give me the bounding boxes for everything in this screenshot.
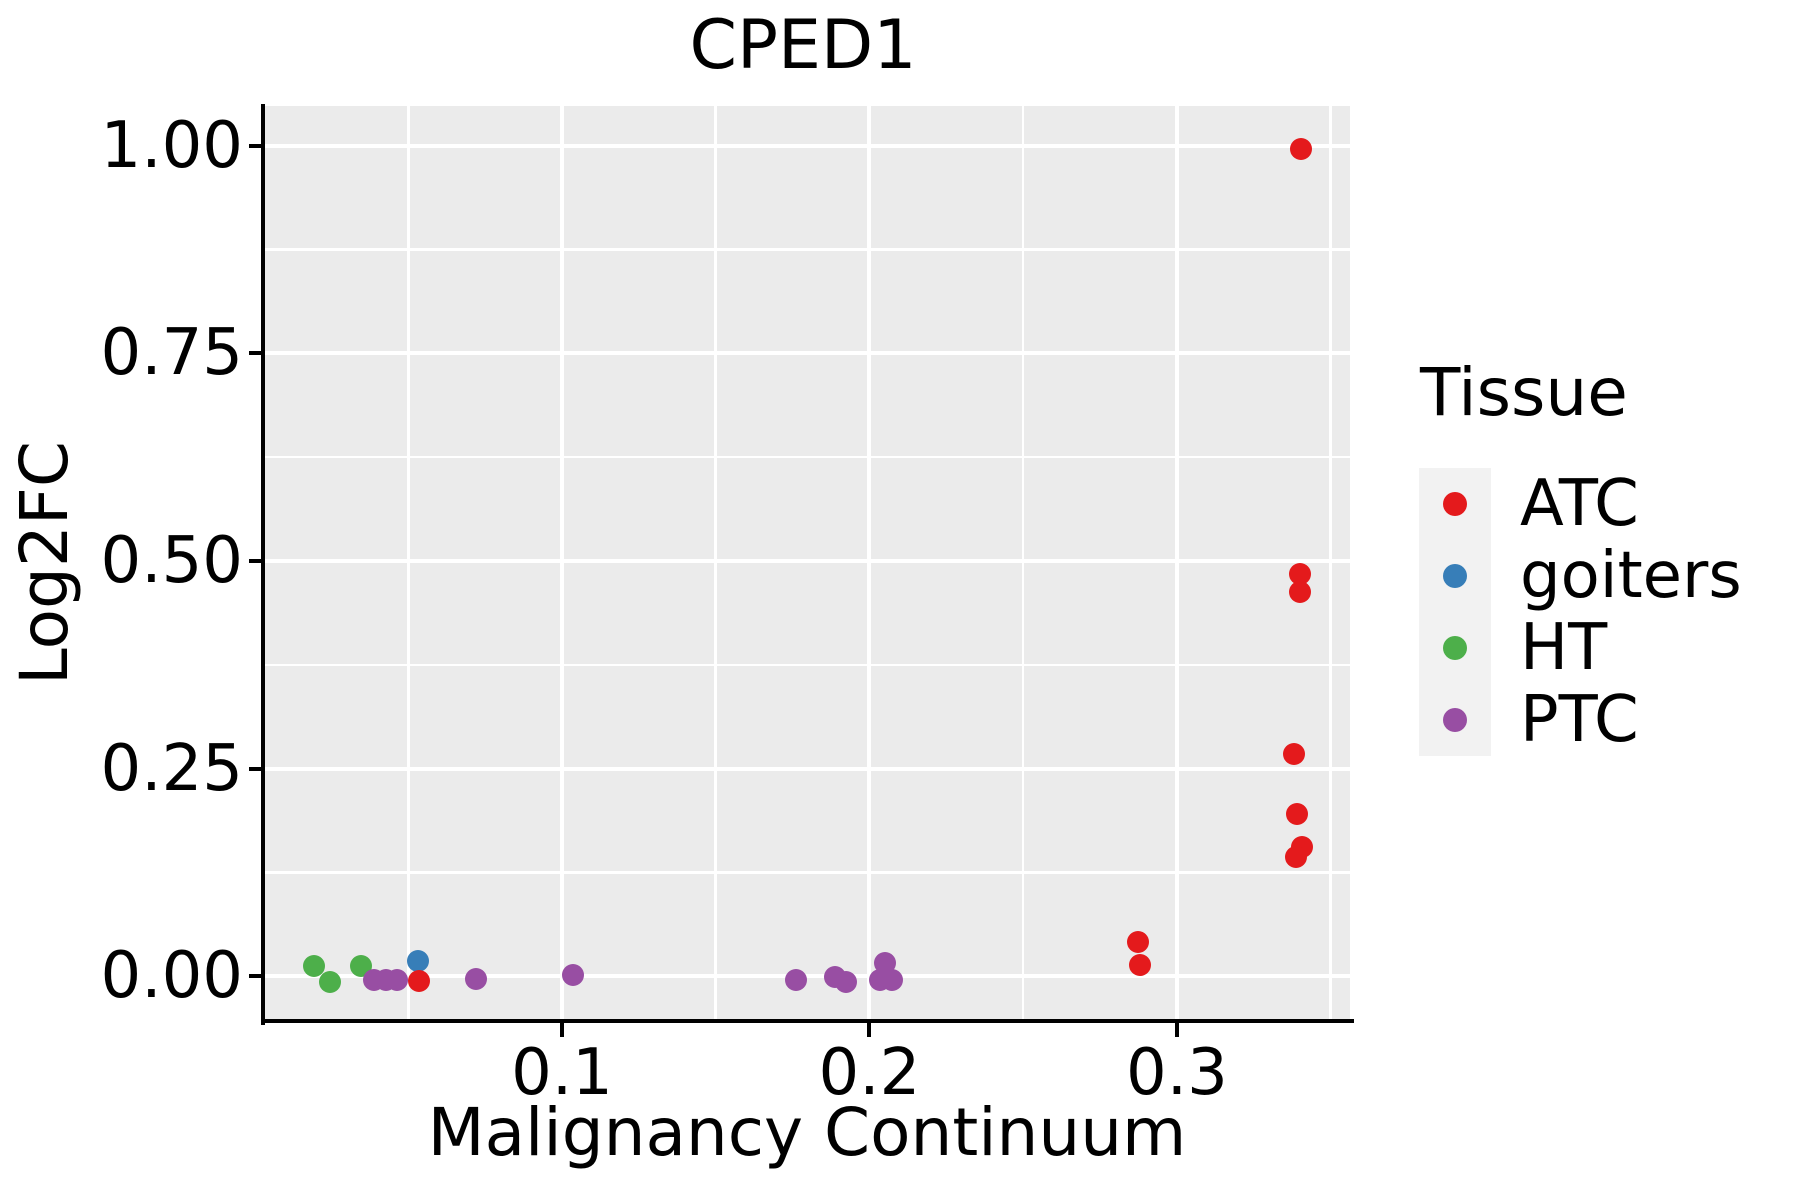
data-point-ATC	[1285, 803, 1308, 826]
legend-dot-PTC	[1443, 708, 1467, 732]
x-major-gridline	[559, 106, 564, 1021]
y-minor-gridline	[265, 871, 1350, 874]
data-point-HT	[303, 955, 326, 978]
x-minor-gridline	[714, 106, 717, 1021]
data-point-PTC	[562, 964, 585, 987]
x-minor-gridline	[407, 106, 410, 1021]
legend-label-ATC: ATC	[1520, 467, 1639, 541]
y-minor-gridline	[265, 248, 1350, 251]
y-minor-gridline	[265, 663, 1350, 667]
x-tick-mark	[1174, 1023, 1179, 1037]
legend-label-HT: HT	[1520, 611, 1608, 685]
y-tick-mark	[249, 143, 263, 148]
data-point-goiters	[407, 950, 430, 973]
data-point-ATC	[1288, 580, 1311, 603]
data-point-PTC	[873, 951, 896, 974]
x-major-gridline	[1174, 106, 1179, 1021]
data-point-ATC	[1126, 931, 1149, 954]
y-tick-label: 1.00	[100, 108, 244, 183]
y-minor-gridline	[265, 455, 1350, 459]
y-tick-mark	[249, 766, 263, 771]
data-point-PTC	[386, 969, 409, 992]
plot-title: CPED1	[689, 6, 917, 85]
data-point-HT	[319, 970, 342, 993]
y-major-gridline	[265, 559, 1350, 563]
x-tick-mark	[559, 1023, 564, 1037]
x-minor-gridline	[1021, 106, 1025, 1021]
x-tick-mark	[867, 1023, 872, 1037]
x-tick-label: 0.3	[1126, 1036, 1228, 1110]
legend-dot-HT	[1443, 636, 1467, 660]
legend-dot-ATC	[1443, 492, 1467, 516]
x-axis-line	[261, 1019, 1354, 1023]
y-tick-label: 0.00	[100, 939, 244, 1014]
data-point-ATC	[1289, 138, 1312, 161]
y-major-gridline	[265, 143, 1350, 148]
y-tick-mark	[249, 351, 263, 356]
x-minor-gridline	[1329, 106, 1332, 1021]
y-tick-mark	[249, 974, 263, 979]
x-axis-title: Malignancy Continuum	[427, 1094, 1187, 1171]
y-tick-mark	[249, 559, 263, 563]
data-point-PTC	[784, 969, 807, 992]
x-tick-label: 0.1	[511, 1036, 613, 1110]
x-major-gridline	[867, 106, 872, 1021]
legend-label-goiters: goiters	[1520, 539, 1742, 613]
y-tick-label: 0.50	[100, 524, 244, 598]
y-major-gridline	[265, 766, 1350, 771]
data-point-ATC	[1129, 953, 1151, 976]
y-major-gridline	[265, 351, 1350, 356]
plot-panel	[265, 106, 1350, 1021]
data-point-ATC	[408, 970, 431, 993]
data-point-PTC	[464, 968, 487, 991]
data-point-ATC	[1284, 846, 1307, 869]
data-point-PTC	[880, 969, 903, 992]
legend-title: Tissue	[1420, 354, 1628, 431]
data-point-ATC	[1288, 563, 1311, 586]
y-major-gridline	[265, 974, 1350, 979]
x-tick-label: 0.2	[818, 1036, 921, 1110]
y-tick-label: 0.25	[100, 731, 244, 806]
legend-label-PTC: PTC	[1520, 683, 1639, 757]
y-tick-label: 0.75	[100, 316, 244, 391]
y-axis-line	[261, 104, 265, 1025]
data-point-PTC	[835, 970, 858, 993]
legend-dot-goiters	[1443, 564, 1467, 588]
data-point-ATC	[1282, 743, 1305, 766]
